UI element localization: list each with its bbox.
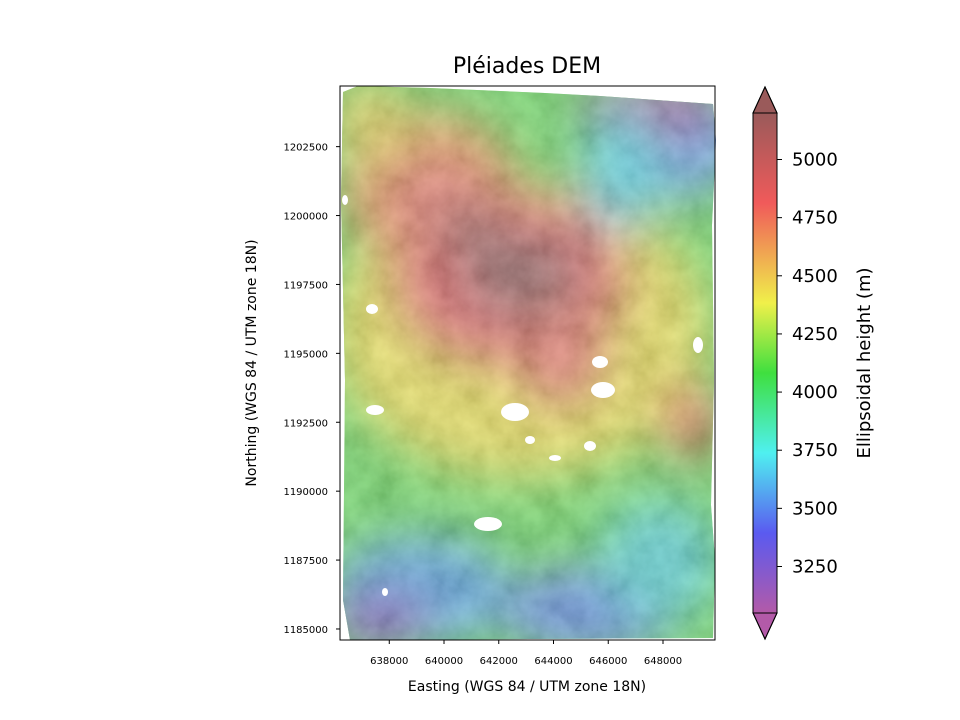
y-tick-label: 1187500	[283, 556, 328, 567]
x-tick-label: 644000	[534, 656, 572, 667]
y-tick-label: 1197500	[283, 280, 328, 291]
x-tick-label: 638000	[370, 656, 408, 667]
y-tick-label: 1195000	[283, 349, 328, 360]
x-tick-label: 642000	[480, 656, 518, 667]
colorbar-label: Ellipsoidal height (m)	[854, 267, 875, 458]
y-tick-label: 1190000	[283, 487, 328, 498]
y-tick-label: 1192500	[283, 418, 328, 429]
x-tick-label: 640000	[425, 656, 463, 667]
y-tick-label: 1200000	[283, 212, 328, 223]
colorbar-tick-label: 4500	[792, 266, 838, 287]
colorbar-gradient	[753, 113, 777, 613]
map-axes-frame	[339, 85, 716, 641]
y-axis-label: Northing (WGS 84 / UTM zone 18N)	[244, 239, 260, 486]
colorbar-tick-label: 4750	[792, 208, 838, 229]
colorbar-tick-label: 4000	[792, 382, 838, 403]
y-tick-label: 1185000	[283, 625, 328, 636]
y-axis: 1185000 1187500 1190000 1192500 1195000 11975…	[283, 143, 340, 636]
x-tick-label: 646000	[589, 656, 627, 667]
colorbar: 3250 3500 3750 4000 4250 4500 4750 5000 Ellipso…	[752, 85, 875, 641]
colorbar-extend-bottom	[752, 612, 778, 641]
colorbar-tick-label: 3750	[792, 440, 838, 461]
colorbar-tick-label: 3500	[792, 498, 838, 519]
y-tick-label: 1202500	[283, 143, 328, 154]
colorbar-extend-top	[752, 85, 778, 114]
x-axis: 638000 640000 642000 644000 646000 648000	[370, 640, 682, 667]
x-axis-label: Easting (WGS 84 / UTM zone 18N)	[408, 679, 646, 695]
colorbar-tick-label: 5000	[792, 150, 838, 171]
x-tick-label: 648000	[644, 656, 682, 667]
map-title: Pléiades DEM	[453, 54, 601, 79]
dem-map	[339, 85, 716, 641]
colorbar-tick-label: 3250	[792, 556, 838, 577]
colorbar-tick-label: 4250	[792, 324, 838, 345]
